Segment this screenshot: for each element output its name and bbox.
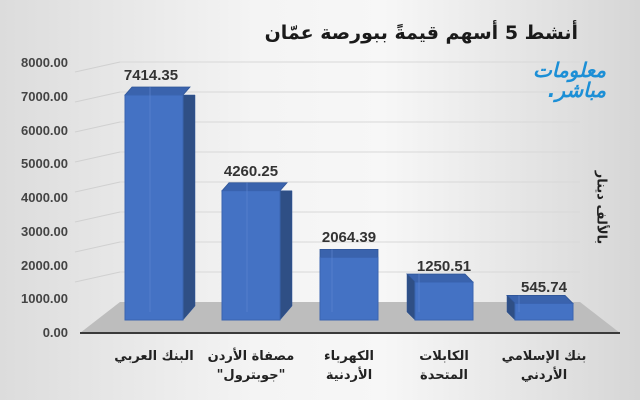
y-tick-label: 1000.00 [21, 291, 68, 307]
bar-top-face [319, 248, 379, 258]
y-tick-label: 7000.00 [21, 88, 68, 104]
category-label-line: الأردنية [325, 368, 373, 383]
gridline-left [74, 91, 121, 103]
gridline-left [74, 181, 121, 193]
y-axis-label: بالألف دينار [593, 170, 609, 245]
gridline-left [74, 151, 121, 163]
category-label-line: بنك الإسلامي [501, 349, 587, 364]
bar-front-face [221, 190, 281, 321]
gridline-left [74, 271, 121, 283]
category-label-line: البنك العربي [114, 349, 194, 364]
bar-top-face [406, 273, 474, 283]
gridline-left [74, 121, 121, 133]
category-label: الكهرباء الأردنية [289, 347, 409, 385]
category-label: الكابلات المتحدة [384, 347, 504, 385]
bar-front-face [124, 94, 184, 321]
bar-top-face [221, 182, 288, 192]
bar-top-face [506, 295, 574, 304]
category-label: مصفاة الأردن "جوبترول" [191, 347, 311, 385]
bar-front-face [414, 281, 474, 321]
gridline-left [74, 61, 121, 73]
logo-line-2: مباشر. [547, 78, 606, 102]
category-label-line: "جوبترول" [216, 368, 286, 383]
data-label: 545.74 [521, 279, 567, 297]
y-tick-label: 2000.00 [21, 257, 68, 273]
bar-front-face [319, 256, 379, 321]
data-label: 2064.39 [321, 229, 377, 247]
bar-side-face [182, 94, 196, 321]
y-tick-label: 5000.00 [21, 156, 68, 172]
bar-front-face [514, 302, 574, 321]
category-label: البنك العربي [94, 347, 214, 366]
category-label-line: الأردني [520, 368, 568, 383]
data-label: 7414.35 [123, 67, 179, 84]
category-label: بنك الإسلامي الأردني [484, 347, 604, 385]
logo-line-1: معلومات [533, 58, 606, 82]
category-label-line: الكابلات [419, 349, 469, 364]
category-label-line: الكهرباء [324, 349, 374, 364]
y-tick-label: 4000.00 [21, 190, 68, 205]
y-tick-label: 0.00 [42, 325, 68, 340]
bar-top-face [124, 86, 191, 96]
data-label: 4260.25 [223, 162, 279, 180]
category-label-line: المتحدة [420, 368, 468, 383]
y-tick-label: 3000.00 [21, 223, 68, 239]
gridline-left [74, 211, 121, 223]
y-tick-label: 6000.00 [21, 122, 68, 138]
brand-logo: معلومات مباشر. [516, 60, 606, 100]
data-label: 1250.51 [416, 258, 472, 276]
bar-side-face [279, 190, 293, 321]
chart-title: أنشط 5 أسهم قيمةً ببورصة عمّان [264, 22, 578, 44]
bar-side-face [406, 273, 416, 321]
y-tick-label: 8000.00 [21, 55, 68, 70]
category-label-line: مصفاة الأردن [207, 349, 295, 364]
gridline-left [74, 241, 121, 253]
